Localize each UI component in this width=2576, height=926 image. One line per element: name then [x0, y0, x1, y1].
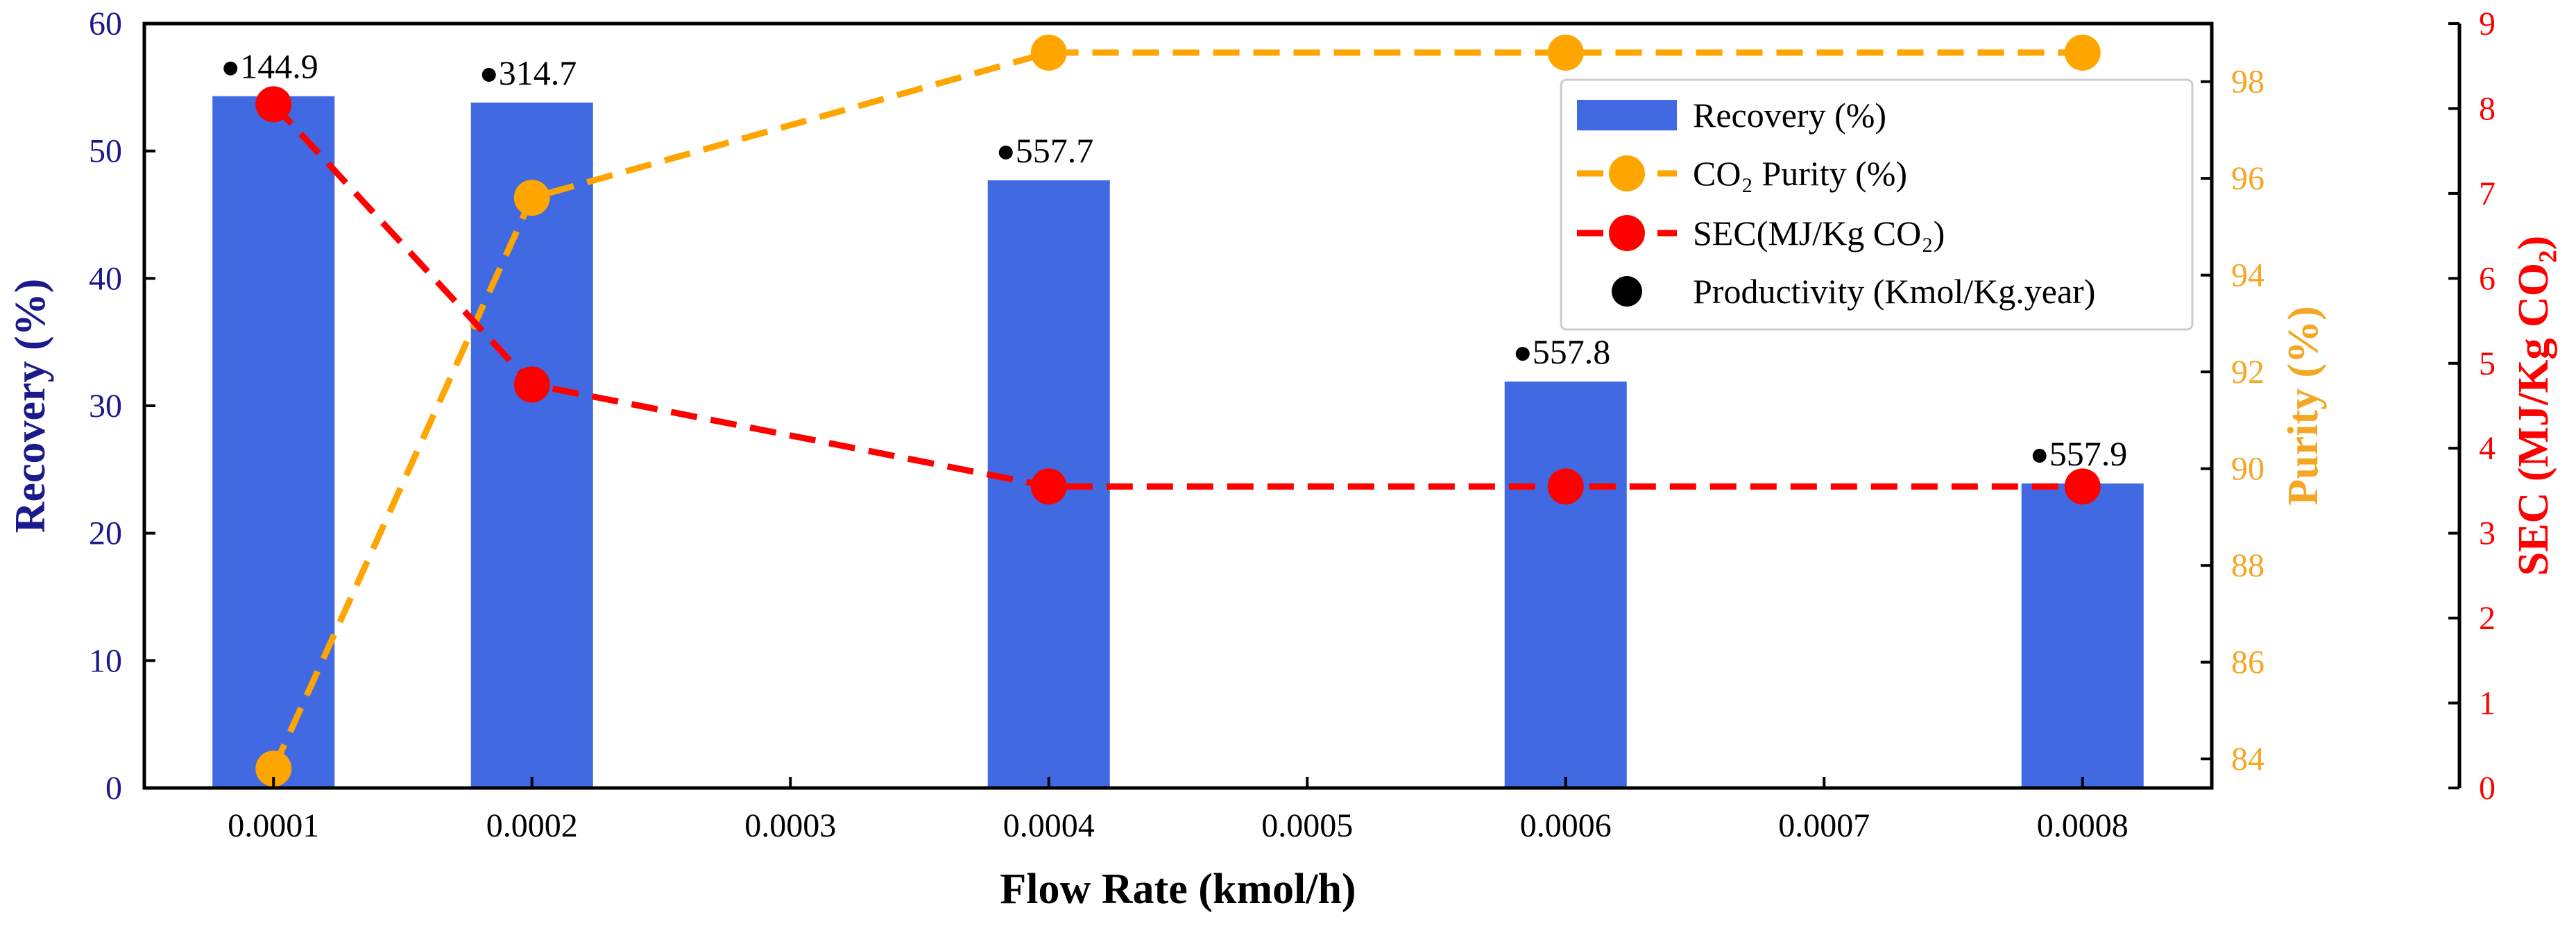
- productivity-dot-3: [1515, 347, 1530, 361]
- purity-tick-label-0: 84: [2231, 741, 2264, 778]
- purity-tick-label-3: 90: [2231, 451, 2264, 488]
- x-tick-label-7: 0.0008: [2037, 807, 2129, 844]
- bar-recovery-3: [1504, 381, 1627, 788]
- x-tick-label-0: 0.0001: [228, 807, 319, 844]
- x-tick-label-2: 0.0003: [744, 807, 836, 844]
- productivity-dot-4: [2032, 449, 2047, 463]
- left-tick-label-0: 0: [105, 770, 122, 807]
- legend-label-purity: CO₂ Purity (%): [1693, 154, 1907, 193]
- purity-tick-label-4: 92: [2231, 354, 2264, 391]
- purity-tick-label-6: 96: [2231, 160, 2264, 197]
- left-tick-label-2: 20: [89, 515, 122, 552]
- sec-tick-label-5: 5: [2479, 345, 2496, 382]
- legend-swatch-recovery: [1577, 100, 1677, 130]
- legend-label-productivity: Productivity (Kmol/Kg.year): [1693, 272, 2095, 311]
- purity-tick-label-1: 86: [2231, 644, 2264, 681]
- sec-tick-label-1: 1: [2479, 685, 2496, 722]
- productivity-label-2: 557.7: [1016, 131, 1094, 170]
- x-tick-label-3: 0.0004: [1003, 807, 1095, 844]
- x-tick-label-1: 0.0002: [486, 807, 578, 844]
- purity-axis-title: Purity (%): [2280, 306, 2327, 506]
- sec-tick-label-2: 2: [2479, 600, 2496, 637]
- legend-label-recovery: Recovery (%): [1693, 96, 1886, 135]
- productivity-label-4: 557.9: [2049, 434, 2128, 473]
- purity-tick-label-2: 88: [2231, 547, 2264, 584]
- left-tick-label-6: 60: [89, 6, 122, 42]
- purity-tick-label-5: 94: [2231, 257, 2264, 294]
- sec-marker-1: [513, 366, 550, 403]
- productivity-dot-1: [481, 67, 496, 82]
- x-tick-label-5: 0.0006: [1520, 807, 1612, 844]
- productivity-label-0: 144.9: [240, 47, 318, 86]
- legend-marker-purity: [1609, 155, 1645, 191]
- sec-marker-4: [2064, 468, 2101, 505]
- legend-marker-sec: [1609, 215, 1645, 251]
- left-tick-label-1: 10: [89, 642, 122, 679]
- sec-tick-label-9: 9: [2479, 6, 2496, 42]
- x-axis-title: Flow Rate (kmol/h): [1000, 866, 1356, 913]
- left-tick-label-3: 30: [89, 388, 122, 425]
- purity-marker-0: [255, 751, 292, 787]
- purity-marker-4: [2064, 34, 2101, 71]
- left-axis-title: Recovery (%): [7, 279, 54, 533]
- x-tick-label-6: 0.0007: [1778, 807, 1870, 844]
- sec-tick-label-6: 6: [2479, 260, 2496, 297]
- left-tick-label-5: 50: [89, 133, 122, 170]
- legend-marker-productivity: [1612, 276, 1642, 307]
- purity-marker-2: [1030, 34, 1067, 71]
- sec-tick-label-0: 0: [2479, 770, 2496, 807]
- sec-tick-label-3: 3: [2479, 515, 2496, 552]
- sec-tick-label-7: 7: [2479, 175, 2496, 212]
- purity-tick-label-7: 98: [2231, 64, 2264, 101]
- x-tick-label-4: 0.0005: [1261, 807, 1353, 844]
- sec-marker-2: [1030, 468, 1067, 505]
- left-tick-label-4: 40: [89, 260, 122, 297]
- purity-marker-1: [513, 180, 550, 216]
- productivity-dot-0: [223, 61, 238, 76]
- legend-box: [1560, 78, 2194, 331]
- bar-recovery-0: [212, 96, 335, 788]
- productivity-label-3: 557.8: [1533, 332, 1611, 371]
- productivity-label-1: 314.7: [499, 53, 577, 92]
- legend-label-sec: SEC(MJ/Kg CO₂): [1693, 214, 1945, 252]
- purity-line: [271, 49, 2083, 770]
- bar-recovery-4: [2021, 483, 2144, 788]
- sec-marker-0: [255, 86, 292, 123]
- sec-axis-title: SEC (MJ/Kg CO₂): [2510, 236, 2557, 576]
- productivity-dot-2: [998, 145, 1013, 160]
- sec-tick-label-4: 4: [2479, 430, 2496, 467]
- bar-recovery-1: [470, 102, 593, 788]
- purity-marker-3: [1547, 34, 1584, 71]
- sec-tick-label-8: 8: [2479, 90, 2496, 127]
- sec-marker-3: [1547, 468, 1584, 505]
